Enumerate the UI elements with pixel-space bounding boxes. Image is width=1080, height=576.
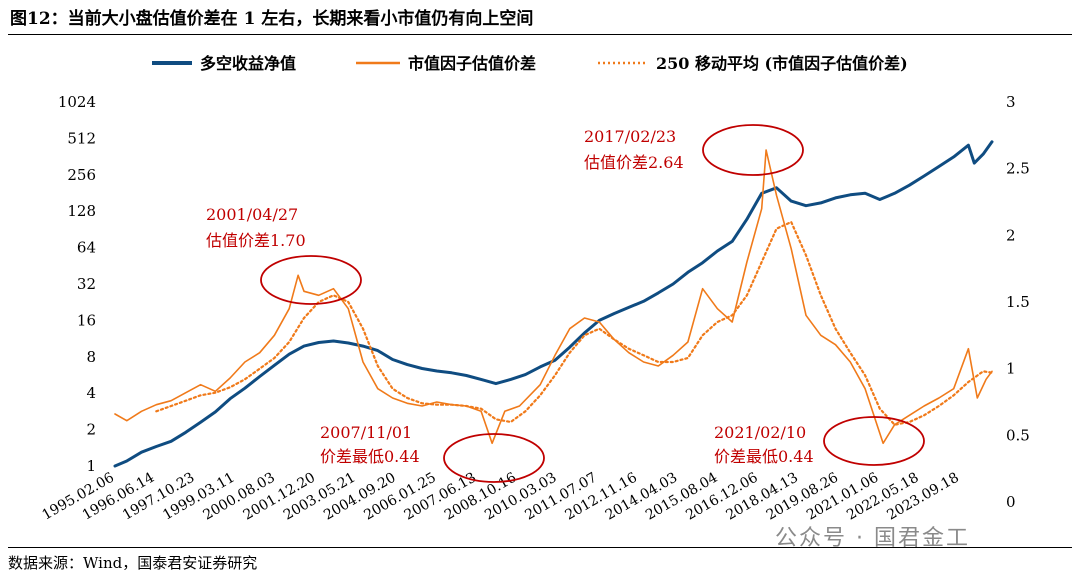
axes: 1248163264128256512102400.511.522.531995… [40,93,1030,524]
y-left-tick-512: 512 [67,129,96,147]
series-spread [114,149,993,445]
y-right-tick-3: 3 [1006,93,1016,111]
y-left-tick-32: 32 [77,275,96,293]
title-rule [8,34,1072,35]
annotation-2017-date: 2017/02/23 [584,127,676,146]
annotation-2007-circle [443,433,545,483]
legend-label-net-value: 多空收益净值 [200,54,296,73]
y-right-tick-1.5: 1.5 [1006,293,1030,311]
y-left-tick-1: 1 [86,457,96,475]
annotation-2017-circle [702,124,804,176]
y-left-tick-16: 16 [77,311,96,329]
annotation-2021-circle [823,416,925,466]
annotations: 2001/04/27 估值价差1.70 2007/11/01 价差最低0.44 … [206,124,925,483]
annotation-2017-text: 估值价差2.64 [584,153,684,172]
y-left-tick-128: 128 [67,202,96,220]
annotation-2001-circle [260,255,362,305]
series-net-value [113,140,994,468]
annotation-2001-text: 估值价差1.70 [206,231,306,250]
y-right-tick-0: 0 [1006,493,1016,511]
watermark: 公众号 · 国君金工 [775,526,970,551]
chart-title: 图12：当前大小盘估值价差在 1 左右，长期来看小市值仍有向上空间 [10,9,534,29]
y-left-tick-1024: 1024 [58,93,96,111]
y-left-tick-64: 64 [77,239,96,257]
series-layer [113,140,994,468]
y-left-tick-8: 8 [86,348,96,366]
y-right-tick-1: 1 [1006,360,1016,378]
y-left-tick-2: 2 [86,421,96,439]
annotation-2007-text: 价差最低0.44 [320,447,420,466]
annotation-2001-date: 2001/04/27 [206,205,298,224]
series-ma250 [155,220,994,426]
y-left-tick-256: 256 [67,166,96,184]
annotation-2007-date: 2007/11/01 [320,423,412,442]
annotation-2021-date: 2021/02/10 [714,423,806,442]
y-right-tick-2: 2 [1006,226,1016,244]
legend-label-spread: 市值因子估值价差 [408,54,536,73]
y-left-tick-4: 4 [86,384,96,402]
source-rule [8,547,1072,548]
annotation-2021-text: 价差最低0.44 [714,447,814,466]
y-right-tick-0.5: 0.5 [1006,426,1030,444]
source-note: 数据来源：Wind，国泰君安证券研究 [8,554,258,572]
legend: 多空收益净值 市值因子估值价差 250 移动平均 (市值因子估值价差) [152,54,908,73]
legend-label-ma250: 250 移动平均 (市值因子估值价差) [656,54,908,73]
y-right-tick-2.5: 2.5 [1006,160,1030,178]
